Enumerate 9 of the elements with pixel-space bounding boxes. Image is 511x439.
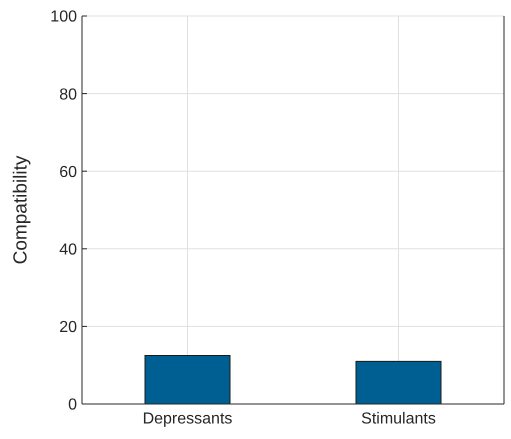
y-tick-label: 0 xyxy=(68,396,78,414)
y-tick-label: 60 xyxy=(59,164,78,181)
y-axis-title: Compatibility xyxy=(10,155,32,264)
y-tick-label: 80 xyxy=(59,86,78,104)
y-tick-label: 20 xyxy=(59,319,78,336)
y-tick-label: 100 xyxy=(50,8,78,26)
y-tick-label: 40 xyxy=(59,241,78,258)
x-tick-label: Depressants xyxy=(142,410,232,428)
x-tick-label: Stimulants xyxy=(361,410,436,428)
